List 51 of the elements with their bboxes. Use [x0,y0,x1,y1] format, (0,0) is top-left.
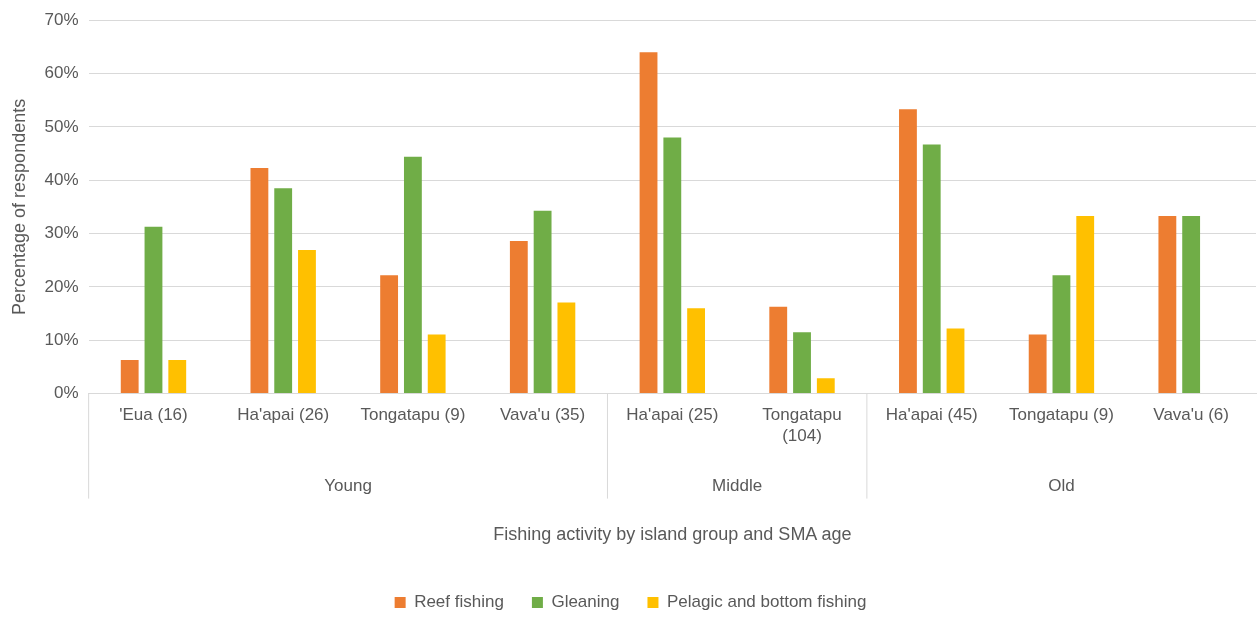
bar [403,156,422,394]
legend-label: Reef fishing [414,592,504,612]
x-tick-label: 'Eua (16) [119,405,188,425]
bar [899,109,917,394]
bar [639,52,658,394]
bar [250,167,269,394]
y-tick-label: 30% [44,223,79,243]
x-tick-label: Tongatapu (9) [1008,405,1114,425]
bar [144,226,163,394]
text: Middle [712,476,763,496]
legend-label: Gleaning [551,592,620,612]
bar [946,328,965,394]
y-tick-label: 70% [44,9,79,29]
bar [509,241,528,394]
text: Young [324,476,372,496]
bar [793,332,811,394]
x-tick-label: Vava'u (35) [500,405,586,425]
bar [1052,275,1071,394]
bar [1028,334,1047,394]
y-tick-label: 50% [44,116,79,136]
bar [168,359,187,394]
legend-label: Pelagic and bottom fishing [666,592,867,612]
x-tick-label: Ha'apai (25) [626,405,719,425]
bar [1076,215,1095,394]
bar [533,210,552,394]
bar [663,137,682,394]
y-axis-title: Percentage of respondents [8,98,29,315]
y-tick-label: 20% [44,276,79,296]
bar [298,250,316,394]
bar [687,308,706,394]
bar [274,188,293,394]
x-tick-label: Ha'apai (45) [885,405,978,425]
bar [427,334,446,394]
bar [1182,215,1201,394]
bar [1158,215,1177,394]
x-tick-label: Vava'u (6) [1153,405,1229,425]
x-tick-label: Tongatapu (9) [360,405,466,425]
y-tick-label: 10% [44,329,79,349]
y-tick-label: 40% [44,169,79,189]
bar [922,144,941,394]
text: Old [1048,476,1075,496]
y-tick-label: 0% [54,383,79,403]
bar [769,306,788,394]
bar [380,275,399,394]
y-tick-label: 60% [44,63,79,83]
bar [816,378,835,394]
bar [557,302,576,394]
bar [120,359,139,394]
x-tick-label: Tongatapu (104) [762,405,842,445]
x-tick-label: Ha'apai (26) [237,405,330,425]
x-axis-title: Fishing activity by island group and SMA age [493,524,852,545]
